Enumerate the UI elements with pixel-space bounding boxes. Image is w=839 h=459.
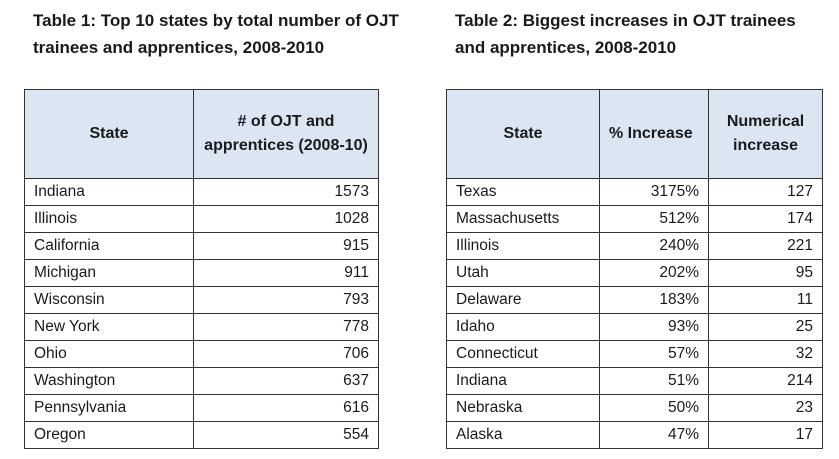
table2-cell-num: 127 (708, 178, 823, 206)
table1-cell-state: Ohio (24, 340, 194, 368)
table2-row: Massachusetts 512% 174 (446, 205, 823, 233)
table1-cell-state: Oregon (24, 421, 194, 449)
table1-row: Wisconsin 793 (24, 286, 379, 314)
table2-row: Alaska 47% 17 (446, 421, 823, 449)
table1-cell-state: Indiana (24, 178, 194, 206)
table1-cell-state: Pennsylvania (24, 394, 194, 422)
table2-cell-state: Massachusetts (446, 205, 600, 233)
table1-body: Indiana 1573 Illinois 1028 California 915 Mich… (24, 178, 379, 449)
table1-row: Ohio 706 (24, 340, 379, 368)
table2-cell-num: 17 (708, 421, 823, 449)
table2-cell-num: 32 (708, 340, 823, 368)
table2-cell-state: Idaho (446, 313, 600, 341)
table2-cell-pct: 50% (599, 394, 709, 422)
table1-row: New York 778 (24, 313, 379, 341)
table2-cell-num: 23 (708, 394, 823, 422)
table1-row: Washington 637 (24, 367, 379, 395)
table1-row: Indiana 1573 (24, 178, 379, 206)
table1-cell-count: 915 (193, 232, 379, 260)
table2-row: Idaho 93% 25 (446, 313, 823, 341)
table2-cell-num: 174 (708, 205, 823, 233)
table1-cell-count: 778 (193, 313, 379, 341)
table1-cell-count: 616 (193, 394, 379, 422)
table2-header-numerical: Numerical increase (708, 89, 823, 179)
table2-row: Delaware 183% 11 (446, 286, 823, 314)
table1-cell-count: 911 (193, 259, 379, 287)
table2-cell-state: Connecticut (446, 340, 600, 368)
table1-cell-count: 706 (193, 340, 379, 368)
table1-cell-state: Wisconsin (24, 286, 194, 314)
table1-cell-state: Illinois (24, 205, 194, 233)
table1-row: Michigan 911 (24, 259, 379, 287)
table1-cell-count: 1028 (193, 205, 379, 233)
table1-cell-state: Washington (24, 367, 194, 395)
table2-row: Illinois 240% 221 (446, 232, 823, 260)
table1-cell-count: 637 (193, 367, 379, 395)
table1-cell-state: California (24, 232, 194, 260)
table1-row: Pennsylvania 616 (24, 394, 379, 422)
table1-header-state: State (24, 89, 194, 179)
table2-cell-pct: 93% (599, 313, 709, 341)
table1-cell-count: 1573 (193, 178, 379, 206)
table2-header-percent: % Increase (599, 89, 709, 179)
table1-caption: Table 1: Top 10 states by total number o… (33, 11, 399, 57)
table2-row: Indiana 51% 214 (446, 367, 823, 395)
table2-cell-state: Illinois (446, 232, 600, 260)
table1-row: California 915 (24, 232, 379, 260)
table1-row: Illinois 1028 (24, 205, 379, 233)
table2-row: Utah 202% 95 (446, 259, 823, 287)
table2-cell-state: Alaska (446, 421, 600, 449)
table2-body: Texas 3175% 127 Massachusetts 512% 174 Illinoi… (446, 178, 823, 449)
table1-cell-state: New York (24, 313, 194, 341)
table1-cell-count: 793 (193, 286, 379, 314)
table1-header-row: State # of OJT and apprentices (2008-10) (24, 89, 379, 179)
table2-cell-state: Utah (446, 259, 600, 287)
table1-cell-count: 554 (193, 421, 379, 449)
table2-header-state: State (446, 89, 600, 179)
table2-cell-state: Nebraska (446, 394, 600, 422)
table2-cell-pct: 3175% (599, 178, 709, 206)
table2-cell-pct: 51% (599, 367, 709, 395)
table2: State % Increase Numerical increase Texa… (446, 89, 823, 449)
table2-cell-pct: 183% (599, 286, 709, 314)
table2-cell-state: Texas (446, 178, 600, 206)
table2-row: Texas 3175% 127 (446, 178, 823, 206)
table2-cell-pct: 202% (599, 259, 709, 287)
table2-cell-state: Indiana (446, 367, 600, 395)
table1: State # of OJT and apprentices (2008-10)… (24, 89, 379, 449)
table2-cell-num: 214 (708, 367, 823, 395)
table2-cell-pct: 47% (599, 421, 709, 449)
table1-row: Oregon 554 (24, 421, 379, 449)
table1-cell-state: Michigan (24, 259, 194, 287)
table2-cell-pct: 512% (599, 205, 709, 233)
table2-cell-pct: 57% (599, 340, 709, 368)
table2-cell-num: 25 (708, 313, 823, 341)
table2-header-row: State % Increase Numerical increase (446, 89, 823, 179)
table2-caption: Table 2: Biggest increases in OJT traine… (455, 11, 796, 57)
table2-cell-pct: 240% (599, 232, 709, 260)
table2-cell-num: 11 (708, 286, 823, 314)
table2-cell-num: 221 (708, 232, 823, 260)
table2-row: Connecticut 57% 32 (446, 340, 823, 368)
table2-cell-num: 95 (708, 259, 823, 287)
table2-cell-state: Delaware (446, 286, 600, 314)
table1-header-count: # of OJT and apprentices (2008-10) (193, 89, 379, 179)
table2-row: Nebraska 50% 23 (446, 394, 823, 422)
